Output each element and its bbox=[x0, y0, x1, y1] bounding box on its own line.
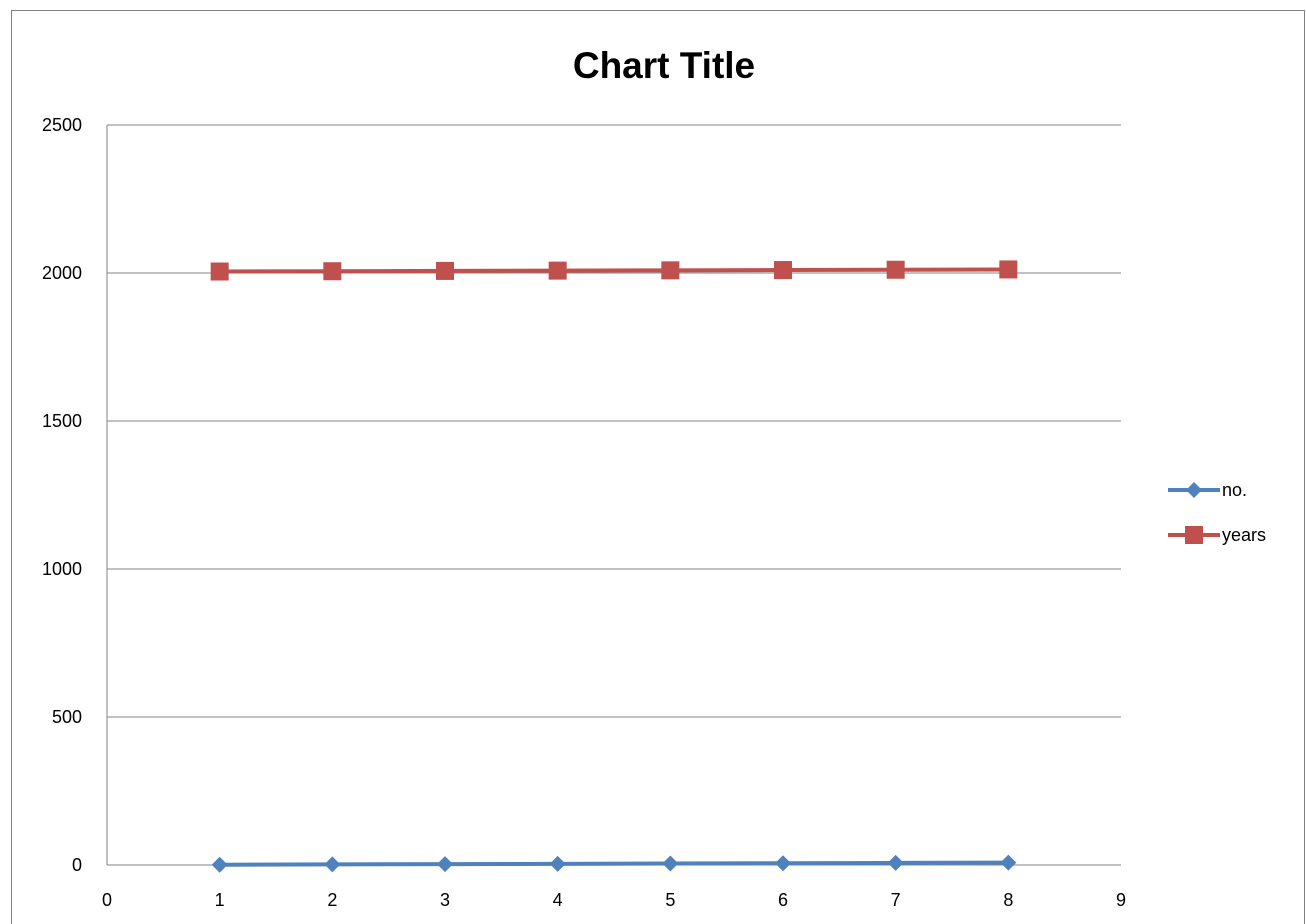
chart-title: Chart Title bbox=[573, 45, 755, 86]
legend-marker-0 bbox=[1186, 482, 1202, 498]
x-tick-label-2: 2 bbox=[327, 890, 337, 910]
x-tick-label-7: 7 bbox=[891, 890, 901, 910]
legend-label-1: years bbox=[1222, 525, 1266, 545]
x-tick-label-3: 3 bbox=[440, 890, 450, 910]
series-0 bbox=[211, 854, 1017, 873]
series-1-point-5 bbox=[774, 261, 792, 280]
x-tick-label-0: 0 bbox=[102, 890, 112, 910]
x-tick-label-9: 9 bbox=[1116, 890, 1126, 910]
series-line-0 bbox=[219, 860, 1009, 867]
legend-item-0: no. bbox=[1168, 480, 1247, 500]
series-1-point-2 bbox=[436, 261, 454, 280]
x-tick-label-5: 5 bbox=[665, 890, 675, 910]
axes: 0 500 1000 1500 2000 2500 0 1 2 3 4 5 6 7 8 9 bbox=[42, 115, 1126, 910]
x-tick-label-4: 4 bbox=[553, 890, 563, 910]
series-0-point-6 bbox=[887, 854, 904, 871]
y-tick-label-2: 1000 bbox=[42, 559, 82, 579]
legend: no. years bbox=[1168, 480, 1266, 545]
x-tick-label-6: 6 bbox=[778, 890, 788, 910]
series-0-point-4 bbox=[662, 855, 679, 872]
series-0-point-1 bbox=[324, 856, 341, 873]
series-line-1 bbox=[219, 267, 1009, 274]
gridlines bbox=[107, 124, 1121, 866]
legend-label-0: no. bbox=[1222, 480, 1247, 500]
chart-frame bbox=[11, 10, 1305, 924]
series-0-point-2 bbox=[437, 856, 453, 873]
series-0-point-7 bbox=[1000, 854, 1017, 871]
series-0-point-3 bbox=[549, 855, 566, 872]
series-1-point-0 bbox=[210, 262, 229, 281]
y-tick-label-3: 1500 bbox=[42, 411, 82, 431]
x-tick-label-1: 1 bbox=[215, 890, 225, 910]
series-1-point-3 bbox=[548, 261, 567, 280]
y-tick-label-1: 500 bbox=[52, 707, 82, 727]
series-1-point-6 bbox=[886, 260, 905, 279]
series-1-point-1 bbox=[323, 262, 342, 281]
y-tick-label-5: 2500 bbox=[42, 115, 82, 135]
series-0-point-0 bbox=[211, 856, 228, 873]
series-0-point-5 bbox=[775, 855, 791, 872]
series-1 bbox=[210, 260, 1018, 281]
legend-item-1: years bbox=[1168, 525, 1266, 545]
x-tick-label-8: 8 bbox=[1003, 890, 1013, 910]
series-layer bbox=[210, 260, 1018, 873]
legend-marker-1 bbox=[1185, 526, 1203, 544]
y-tick-label-4: 2000 bbox=[42, 263, 82, 283]
y-tick-label-0: 0 bbox=[72, 855, 82, 875]
series-1-point-7 bbox=[999, 260, 1018, 279]
series-1-point-4 bbox=[661, 261, 680, 280]
